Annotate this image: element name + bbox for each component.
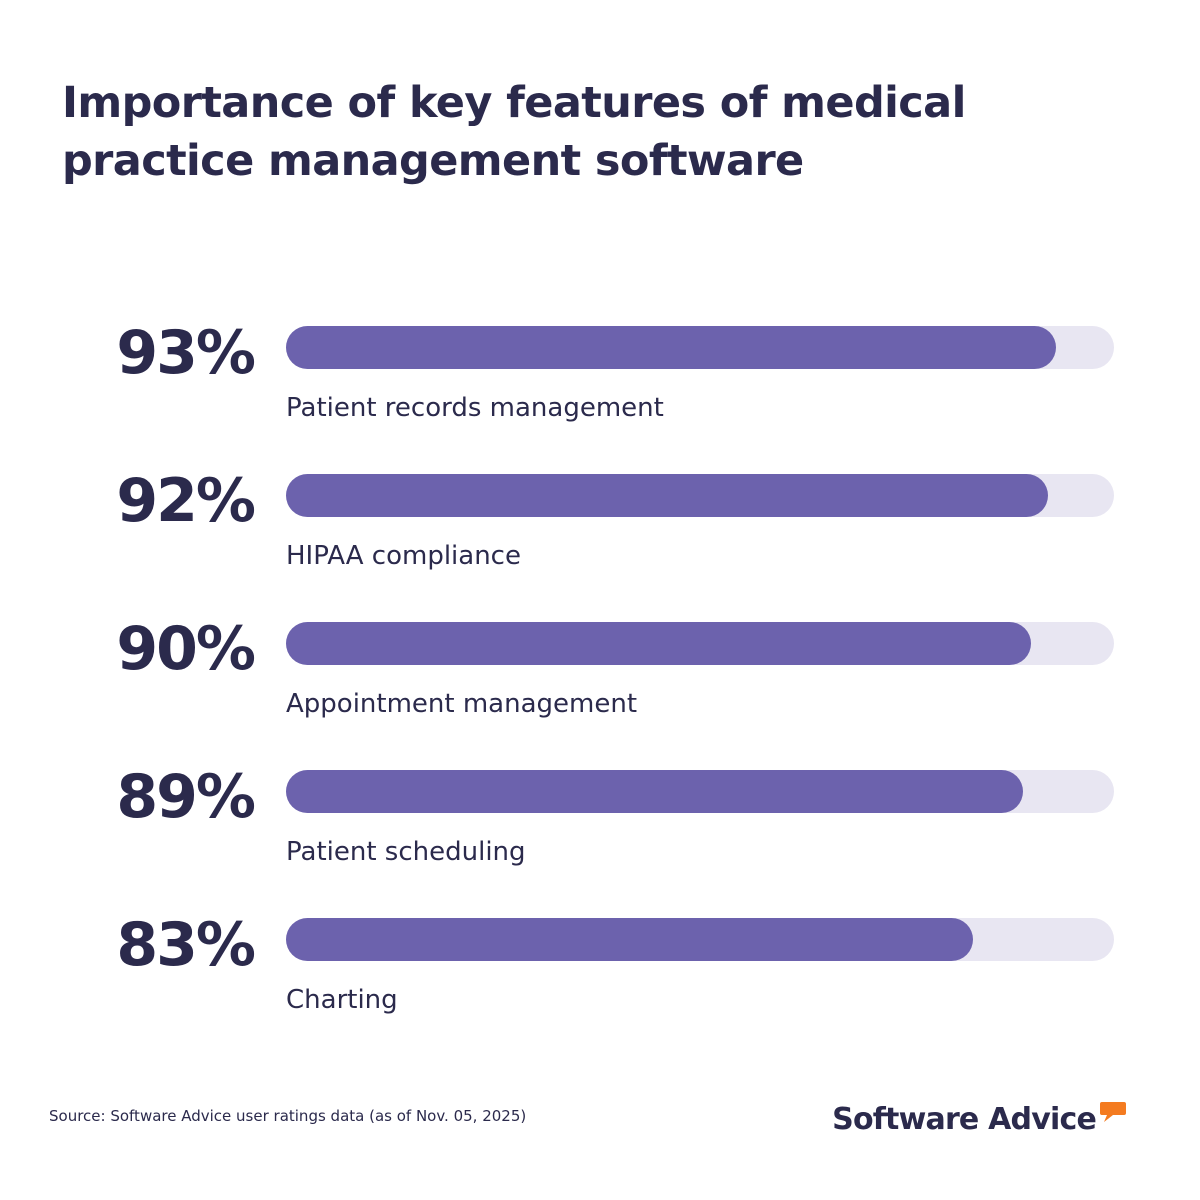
bar-track xyxy=(286,474,1114,517)
bar xyxy=(286,918,973,961)
bar-track xyxy=(286,770,1114,813)
chart-title: Importance of key features of medical pr… xyxy=(62,78,966,186)
bar xyxy=(286,622,1031,665)
bar-value-label: 89% xyxy=(116,762,256,832)
bar xyxy=(286,326,1056,369)
bar-value-label: 90% xyxy=(116,614,256,684)
bar-track xyxy=(286,918,1114,961)
category-label: Patient scheduling xyxy=(286,837,526,867)
bar-value-label: 93% xyxy=(116,318,256,388)
category-label: Appointment management xyxy=(286,689,638,719)
category-label: Charting xyxy=(286,985,398,1015)
bar-track xyxy=(286,326,1114,369)
bar xyxy=(286,770,1023,813)
category-label: Patient records management xyxy=(286,393,664,423)
source-note: Source: Software Advice user ratings dat… xyxy=(49,1107,527,1125)
bar-row: 83% Charting xyxy=(0,910,1200,1066)
category-label: HIPAA compliance xyxy=(286,541,521,571)
bar-row: 93% Patient records management xyxy=(0,318,1200,474)
bar xyxy=(286,474,1048,517)
bar-value-label: 92% xyxy=(116,466,256,536)
bar-row: 92% HIPAA compliance xyxy=(0,466,1200,622)
bar-row: 90% Appointment management xyxy=(0,614,1200,770)
speech-bubble-icon xyxy=(1100,1102,1126,1122)
bar-value-label: 83% xyxy=(116,910,256,980)
bar-track xyxy=(286,622,1114,665)
bar-row: 89% Patient scheduling xyxy=(0,762,1200,918)
brand-logo-text: Software Advice xyxy=(832,1102,1097,1137)
